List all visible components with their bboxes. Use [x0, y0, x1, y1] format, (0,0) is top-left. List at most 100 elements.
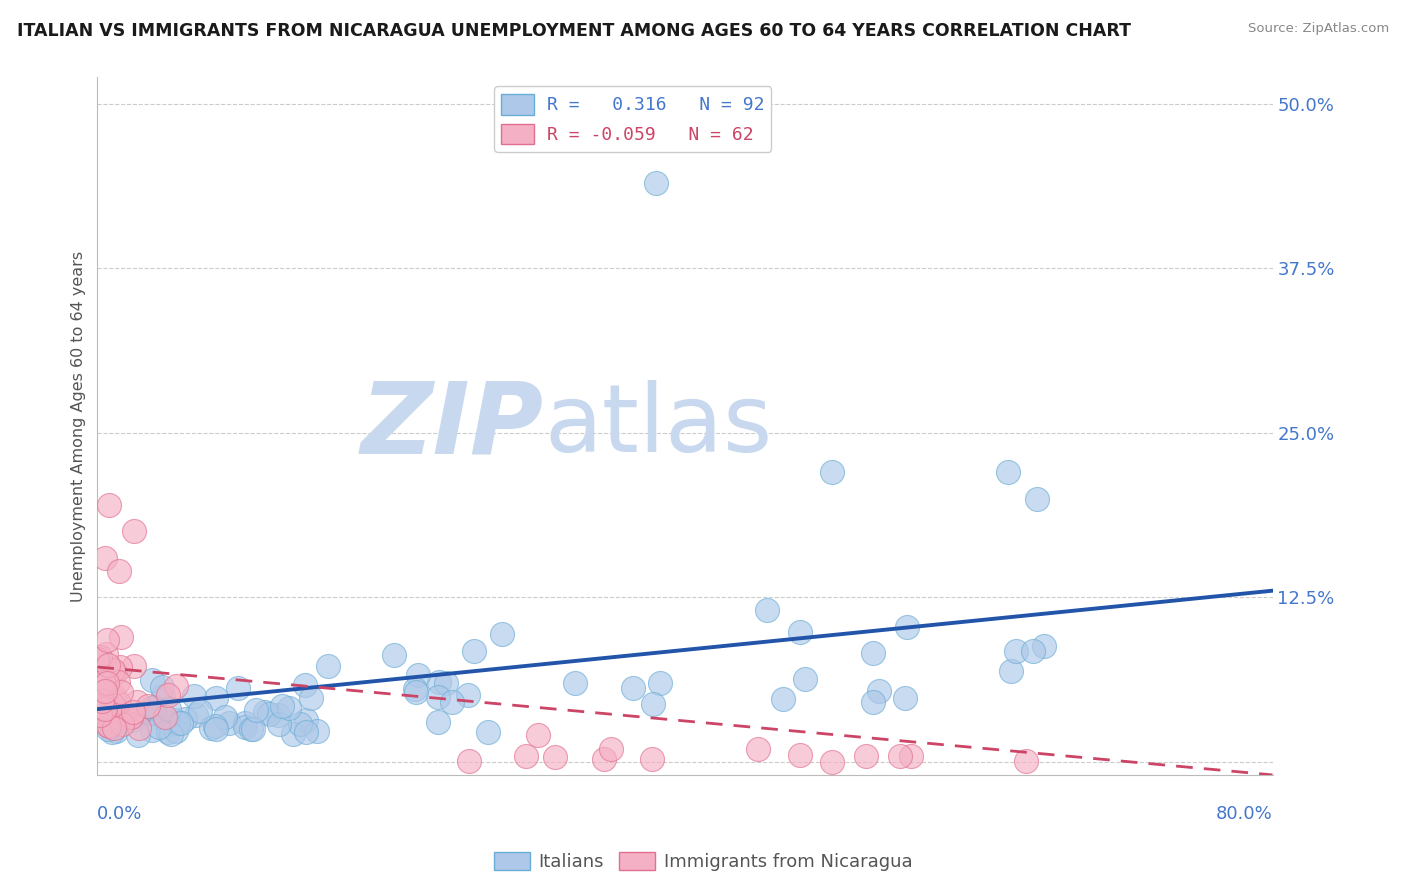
Point	[1005, 644, 1028, 658]
Point	[267, 708, 290, 723]
Point	[190, 704, 212, 718]
Point	[93, 677, 115, 691]
Point	[855, 749, 877, 764]
Point	[1015, 755, 1038, 769]
Point	[94, 683, 117, 698]
Point	[564, 675, 586, 690]
Point	[98, 498, 121, 512]
Legend: Italians, Immigrants from Nicaragua: Italians, Immigrants from Nicaragua	[486, 845, 920, 879]
Point	[305, 723, 328, 738]
Point	[233, 716, 256, 731]
Point	[621, 681, 644, 696]
Point	[235, 721, 257, 735]
Point	[98, 718, 121, 732]
Point	[96, 664, 118, 678]
Point	[382, 648, 405, 662]
Point	[91, 694, 114, 708]
Point	[434, 675, 457, 690]
Point	[271, 698, 294, 713]
Point	[600, 741, 623, 756]
Point	[862, 646, 884, 660]
Point	[101, 710, 124, 724]
Point	[294, 678, 316, 692]
Point	[156, 714, 179, 729]
Point	[103, 663, 125, 677]
Point	[889, 748, 911, 763]
Point	[122, 658, 145, 673]
Point	[318, 659, 340, 673]
Point	[515, 749, 537, 764]
Point	[747, 741, 769, 756]
Point	[772, 691, 794, 706]
Text: ITALIAN VS IMMIGRANTS FROM NICARAGUA UNEMPLOYMENT AMONG AGES 60 TO 64 YEARS CORR: ITALIAN VS IMMIGRANTS FROM NICARAGUA UNE…	[17, 22, 1130, 40]
Point	[127, 695, 149, 709]
Point	[121, 706, 143, 720]
Point	[592, 752, 614, 766]
Point	[405, 685, 427, 699]
Point	[789, 748, 811, 763]
Point	[156, 688, 179, 702]
Legend: R =   0.316   N = 92, R = -0.059   N = 62: R = 0.316 N = 92, R = -0.059 N = 62	[494, 87, 772, 152]
Point	[163, 713, 186, 727]
Point	[127, 728, 149, 742]
Point	[89, 650, 111, 665]
Point	[997, 465, 1019, 479]
Point	[205, 691, 228, 706]
Point	[257, 707, 280, 722]
Point	[108, 564, 131, 578]
Point	[281, 727, 304, 741]
Point	[204, 719, 226, 733]
Point	[101, 704, 124, 718]
Point	[103, 689, 125, 703]
Point	[491, 626, 513, 640]
Point	[184, 708, 207, 723]
Point	[650, 676, 672, 690]
Point	[427, 690, 450, 705]
Point	[640, 752, 662, 766]
Point	[165, 679, 187, 693]
Point	[896, 620, 918, 634]
Point	[294, 725, 316, 739]
Point	[159, 702, 181, 716]
Text: atlas: atlas	[544, 380, 772, 472]
Point	[527, 728, 550, 742]
Point	[167, 715, 190, 730]
Point	[900, 749, 922, 764]
Point	[114, 705, 136, 719]
Point	[141, 673, 163, 687]
Point	[101, 719, 124, 733]
Point	[239, 722, 262, 736]
Point	[139, 706, 162, 721]
Point	[118, 709, 141, 723]
Point	[1032, 639, 1054, 653]
Point	[86, 652, 108, 666]
Point	[104, 666, 127, 681]
Point	[89, 707, 111, 722]
Point	[477, 725, 499, 739]
Point	[143, 699, 166, 714]
Point	[1026, 491, 1049, 506]
Point	[93, 550, 115, 565]
Point	[96, 706, 118, 721]
Point	[90, 701, 112, 715]
Text: ZIP: ZIP	[361, 377, 544, 475]
Point	[1022, 644, 1045, 658]
Y-axis label: Unemployment Among Ages 60 to 64 years: Unemployment Among Ages 60 to 64 years	[72, 251, 86, 602]
Point	[104, 702, 127, 716]
Point	[544, 750, 567, 764]
Point	[245, 703, 267, 717]
Point	[404, 681, 426, 696]
Point	[457, 754, 479, 768]
Point	[463, 644, 485, 658]
Point	[94, 690, 117, 705]
Point	[110, 684, 132, 698]
Point	[894, 691, 917, 706]
Point	[141, 701, 163, 715]
Text: 0.0%: 0.0%	[97, 805, 143, 823]
Point	[756, 603, 779, 617]
Point	[128, 721, 150, 735]
Point	[157, 725, 180, 739]
Point	[226, 681, 249, 695]
Point	[111, 717, 134, 731]
Point	[143, 706, 166, 720]
